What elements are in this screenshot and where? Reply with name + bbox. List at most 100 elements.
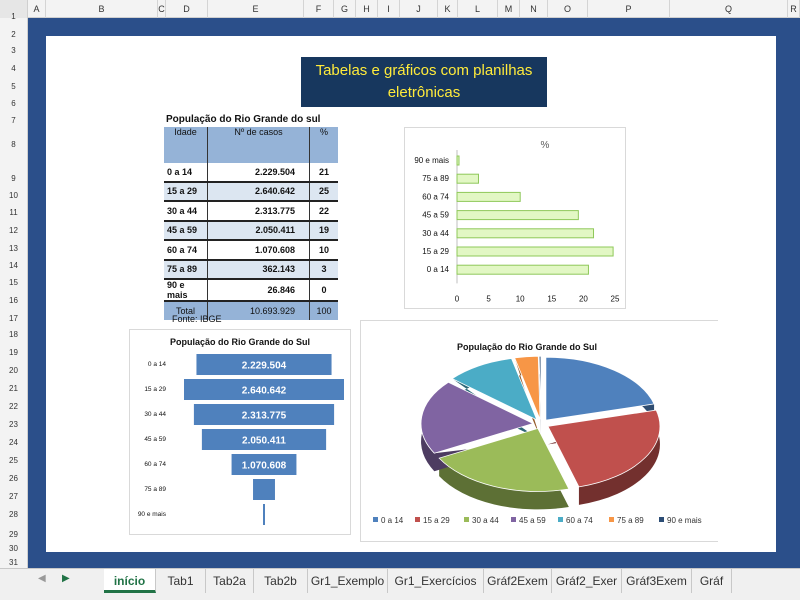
- cell-age[interactable]: 30 a 44: [164, 201, 208, 222]
- page-title[interactable]: Tabelas e gráficos com planilhas eletrôn…: [301, 57, 547, 107]
- col-header[interactable]: R: [788, 0, 800, 18]
- col-header[interactable]: I: [378, 0, 400, 18]
- bar[interactable]: [193, 404, 335, 425]
- col-header[interactable]: M: [498, 0, 520, 18]
- tab-scroll-left-icon[interactable]: ◀: [38, 573, 46, 584]
- cell-age[interactable]: 45 a 59: [164, 220, 208, 241]
- pie-slice[interactable]: [420, 381, 535, 454]
- row-header[interactable]: 20: [9, 366, 18, 375]
- row-header[interactable]: 7: [11, 116, 16, 125]
- col-header[interactable]: J: [400, 0, 438, 18]
- sheet-tab[interactable]: Gr1_Exercícios: [388, 569, 484, 593]
- row-header[interactable]: 21: [9, 384, 18, 393]
- col-header[interactable]: K: [438, 0, 458, 18]
- row-header[interactable]: 19: [9, 348, 18, 357]
- col-header[interactable]: E: [208, 0, 304, 18]
- sheet-tab[interactable]: Gráf2_Exer: [552, 569, 622, 593]
- cell-pct[interactable]: 3: [309, 259, 338, 280]
- population-funnel-chart[interactable]: População do Rio Grande do Sul 0 a 14 2.22…: [129, 329, 351, 535]
- row-header[interactable]: 16: [9, 296, 18, 305]
- cell-age[interactable]: 75 a 89: [164, 259, 208, 280]
- row-header[interactable]: 4: [11, 64, 16, 73]
- row-header[interactable]: 28: [9, 510, 18, 519]
- bar[interactable]: [456, 191, 521, 202]
- select-all-corner[interactable]: [0, 0, 28, 18]
- cell-cases[interactable]: 2.640.642: [207, 181, 310, 202]
- sheet-tab[interactable]: Gráf: [692, 569, 732, 593]
- header-pct[interactable]: %: [309, 127, 338, 163]
- col-header[interactable]: H: [356, 0, 378, 18]
- total-pct[interactable]: 100: [309, 301, 338, 320]
- row-header[interactable]: 9: [11, 174, 16, 183]
- row-header[interactable]: 23: [9, 420, 18, 429]
- cell-age[interactable]: 0 a 14: [164, 163, 208, 183]
- col-header[interactable]: B: [46, 0, 158, 18]
- bar[interactable]: [263, 504, 265, 525]
- total-label[interactable]: Total: [164, 301, 208, 320]
- bar[interactable]: [253, 479, 275, 500]
- row-header[interactable]: 11: [9, 208, 18, 217]
- cell-cases[interactable]: 26.846: [207, 279, 310, 302]
- row-header[interactable]: 3: [11, 46, 16, 55]
- sheet-tab[interactable]: início: [104, 569, 156, 593]
- pie-slice[interactable]: [538, 355, 542, 420]
- col-header[interactable]: N: [520, 0, 548, 18]
- pie-slice[interactable]: [438, 427, 570, 492]
- pie-slice[interactable]: [547, 409, 661, 488]
- cell-cases[interactable]: 1.070.608: [207, 240, 310, 261]
- bar[interactable]: [456, 246, 614, 257]
- row-header[interactable]: 2: [11, 30, 16, 39]
- pct-bar-chart[interactable]: % 90 e mais 75 a 89 60 a 74 45 a 59 30 a 44 15…: [404, 127, 626, 309]
- bar[interactable]: [456, 155, 460, 166]
- row-header[interactable]: 18: [9, 330, 18, 339]
- col-header[interactable]: P: [588, 0, 670, 18]
- row-header[interactable]: 30: [9, 544, 18, 553]
- row-header[interactable]: 15: [9, 278, 18, 287]
- col-header[interactable]: L: [458, 0, 498, 18]
- pie-slice[interactable]: [451, 358, 538, 421]
- cell-age[interactable]: 60 a 74: [164, 240, 208, 261]
- bar[interactable]: [231, 454, 297, 475]
- sheet-tab[interactable]: Tab2b: [254, 569, 308, 593]
- pie-slice[interactable]: [514, 355, 541, 420]
- row-header[interactable]: 13: [9, 244, 18, 253]
- sheet-tab[interactable]: Gráf2Exem: [484, 569, 552, 593]
- cell-cases[interactable]: 2.313.775: [207, 201, 310, 222]
- header-idade[interactable]: Idade: [164, 127, 208, 163]
- cell-pct[interactable]: 0: [309, 279, 338, 302]
- bar[interactable]: [456, 228, 595, 239]
- cell-age[interactable]: 90 e mais: [164, 279, 208, 302]
- header-casos[interactable]: Nº de casos: [207, 127, 310, 163]
- row-header[interactable]: 5: [11, 82, 16, 91]
- row-header[interactable]: 31: [9, 558, 18, 567]
- total-cases[interactable]: 10.693.929: [207, 301, 310, 320]
- cell-cases[interactable]: 2.229.504: [207, 163, 310, 183]
- row-header[interactable]: 8: [11, 140, 16, 149]
- col-header[interactable]: C: [158, 0, 166, 18]
- cell-cases[interactable]: 2.050.411: [207, 220, 310, 241]
- cell-pct[interactable]: 10: [309, 240, 338, 261]
- cell-pct[interactable]: 22: [309, 201, 338, 222]
- row-header[interactable]: 12: [9, 226, 18, 235]
- cell-pct[interactable]: 21: [309, 163, 338, 183]
- bar[interactable]: [201, 429, 327, 450]
- cell-pct[interactable]: 19: [309, 220, 338, 241]
- row-header[interactable]: 1: [11, 12, 16, 21]
- row-header[interactable]: 22: [9, 402, 18, 411]
- sheet-tab[interactable]: Gr1_Exemplo: [308, 569, 388, 593]
- bar[interactable]: [196, 354, 332, 375]
- cell-age[interactable]: 15 a 29: [164, 181, 208, 202]
- row-header[interactable]: 25: [9, 456, 18, 465]
- pie-slice[interactable]: [545, 356, 655, 421]
- row-header[interactable]: 17: [9, 314, 18, 323]
- row-header[interactable]: 26: [9, 474, 18, 483]
- sheet-tab[interactable]: Gráf3Exem: [622, 569, 692, 593]
- row-header[interactable]: 14: [9, 261, 18, 270]
- col-header[interactable]: G: [334, 0, 356, 18]
- col-header[interactable]: F: [304, 0, 334, 18]
- col-header[interactable]: O: [548, 0, 588, 18]
- col-header[interactable]: D: [166, 0, 208, 18]
- row-header[interactable]: 10: [9, 191, 18, 200]
- row-header[interactable]: 6: [11, 99, 16, 108]
- bar[interactable]: [456, 264, 589, 275]
